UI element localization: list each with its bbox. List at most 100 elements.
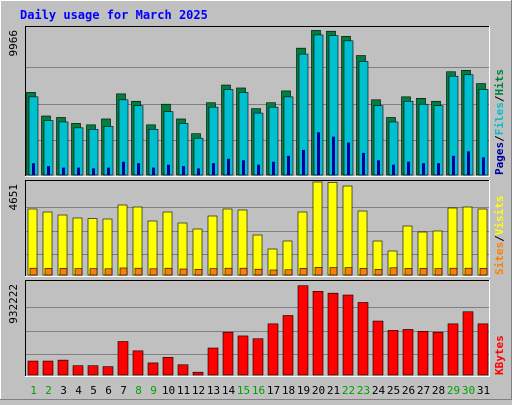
x-tick-label-day-19: 19 bbox=[297, 384, 310, 397]
chart-panels: 9966Pages/Files/Hits4651Sites/Visits9322… bbox=[7, 26, 506, 377]
x-tick-label-day-26: 26 bbox=[402, 384, 415, 397]
bar-pages-day-15 bbox=[242, 160, 245, 175]
bar-visits-day-7 bbox=[117, 204, 128, 276]
bar-sites-day-28 bbox=[434, 268, 443, 276]
bar-sites-day-17 bbox=[269, 269, 278, 276]
panel-middle-y-max-label: 4651 bbox=[7, 184, 20, 211]
bar-kbytes-day-5 bbox=[87, 365, 99, 376]
bar-sites-day-24 bbox=[374, 269, 383, 276]
bar-pages-day-16 bbox=[257, 164, 260, 175]
bar-kbytes-day-7 bbox=[117, 341, 129, 376]
bar-pages-day-21 bbox=[332, 136, 335, 175]
right-label-part: KBytes bbox=[493, 335, 506, 375]
bar-sites-day-30 bbox=[464, 267, 473, 276]
x-tick-label-day-2: 2 bbox=[45, 384, 52, 397]
bar-kbytes-day-13 bbox=[207, 347, 219, 376]
bar-visits-day-6 bbox=[102, 218, 113, 276]
bar-pages-day-1 bbox=[32, 163, 35, 175]
right-label-part: Sites bbox=[493, 242, 506, 275]
panel-bottom: 932222 KBytes bbox=[7, 280, 506, 377]
bar-pages-day-28 bbox=[437, 163, 440, 175]
x-tick-label-day-16: 16 bbox=[252, 384, 265, 397]
bar-sites-day-18 bbox=[284, 269, 293, 276]
x-tick-label-day-30: 30 bbox=[462, 384, 475, 397]
bar-pages-day-3 bbox=[62, 167, 65, 175]
bar-pages-day-26 bbox=[407, 161, 410, 175]
bar-sites-day-5 bbox=[89, 268, 98, 276]
bar-kbytes-day-1 bbox=[27, 360, 39, 376]
bar-kbytes-day-17 bbox=[267, 323, 279, 376]
bar-kbytes-day-23 bbox=[357, 302, 369, 376]
x-tick-label-day-8: 8 bbox=[135, 384, 142, 397]
bar-pages-day-9 bbox=[152, 167, 155, 175]
bar-pages-day-13 bbox=[212, 163, 215, 175]
bar-visits-day-26 bbox=[402, 225, 413, 276]
bar-sites-day-11 bbox=[179, 268, 188, 276]
x-tick-label-day-29: 29 bbox=[447, 384, 460, 397]
bar-visits-day-9 bbox=[147, 220, 158, 276]
bar-pages-day-17 bbox=[272, 161, 275, 175]
bar-kbytes-day-10 bbox=[162, 357, 174, 376]
x-tick-label-day-11: 11 bbox=[177, 384, 190, 397]
bar-sites-day-9 bbox=[149, 268, 158, 276]
x-tick-label-day-18: 18 bbox=[282, 384, 295, 397]
bar-visits-day-29 bbox=[447, 207, 458, 276]
bar-kbytes-day-8 bbox=[132, 350, 144, 376]
x-tick-label-day-27: 27 bbox=[417, 384, 430, 397]
x-tick-label-day-17: 17 bbox=[267, 384, 280, 397]
bar-visits-day-14 bbox=[222, 208, 233, 276]
bar-pages-day-19 bbox=[302, 149, 305, 175]
bar-kbytes-day-20 bbox=[312, 290, 324, 376]
bar-pages-day-25 bbox=[392, 164, 395, 175]
x-tick-label-day-1: 1 bbox=[30, 384, 37, 397]
bar-visits-day-1 bbox=[27, 208, 38, 276]
bar-pages-day-12 bbox=[197, 168, 200, 175]
right-label-part: Files bbox=[493, 102, 506, 135]
panel-middle-right-label: Sites/Visits bbox=[493, 196, 506, 276]
bar-sites-day-23 bbox=[359, 268, 368, 276]
bar-sites-day-6 bbox=[104, 268, 113, 276]
x-tick-label-day-25: 25 bbox=[387, 384, 400, 397]
bar-sites-day-1 bbox=[29, 267, 38, 276]
x-tick-label-day-10: 10 bbox=[162, 384, 175, 397]
bar-kbytes-day-4 bbox=[72, 365, 84, 376]
bar-kbytes-day-15 bbox=[237, 335, 249, 376]
bar-kbytes-day-2 bbox=[42, 360, 54, 376]
bar-sites-day-20 bbox=[314, 267, 323, 276]
bar-visits-day-11 bbox=[177, 222, 188, 276]
bar-sites-day-16 bbox=[254, 268, 263, 276]
bar-pages-day-24 bbox=[377, 160, 380, 175]
bar-sites-day-13 bbox=[209, 268, 218, 276]
panel-bottom-right-label: KBytes bbox=[493, 335, 506, 375]
chart-title: Daily usage for March 2025 bbox=[20, 8, 208, 22]
bar-pages-day-27 bbox=[422, 163, 425, 175]
x-tick-label-day-5: 5 bbox=[90, 384, 97, 397]
bar-visits-day-31 bbox=[477, 208, 488, 276]
bar-kbytes-day-30 bbox=[462, 311, 474, 376]
right-label-part: Hits bbox=[493, 69, 506, 96]
bar-sites-day-19 bbox=[299, 268, 308, 276]
bar-visits-day-3 bbox=[57, 214, 68, 276]
bar-kbytes-day-14 bbox=[222, 331, 234, 376]
bar-kbytes-day-19 bbox=[297, 285, 309, 376]
bar-pages-day-14 bbox=[227, 158, 230, 175]
bar-kbytes-day-25 bbox=[387, 330, 399, 376]
bar-sites-day-3 bbox=[59, 268, 68, 276]
x-tick-label-day-6: 6 bbox=[105, 384, 112, 397]
bar-pages-day-2 bbox=[47, 166, 50, 175]
bar-sites-day-31 bbox=[479, 268, 488, 276]
bar-kbytes-day-12 bbox=[192, 371, 204, 376]
bar-kbytes-day-3 bbox=[57, 359, 69, 376]
x-tick-label-day-7: 7 bbox=[120, 384, 127, 397]
bar-sites-day-26 bbox=[404, 268, 413, 276]
bar-visits-day-8 bbox=[132, 206, 143, 276]
x-tick-label-day-15: 15 bbox=[237, 384, 250, 397]
bar-kbytes-day-29 bbox=[447, 323, 459, 376]
bar-pages-day-11 bbox=[182, 166, 185, 175]
x-tick-label-day-31: 31 bbox=[477, 384, 490, 397]
bar-visits-day-2 bbox=[42, 211, 53, 276]
x-tick-label-day-24: 24 bbox=[372, 384, 386, 397]
bar-files-day-5 bbox=[88, 129, 99, 176]
bar-visits-day-23 bbox=[357, 210, 368, 276]
bar-pages-day-31 bbox=[482, 157, 485, 175]
